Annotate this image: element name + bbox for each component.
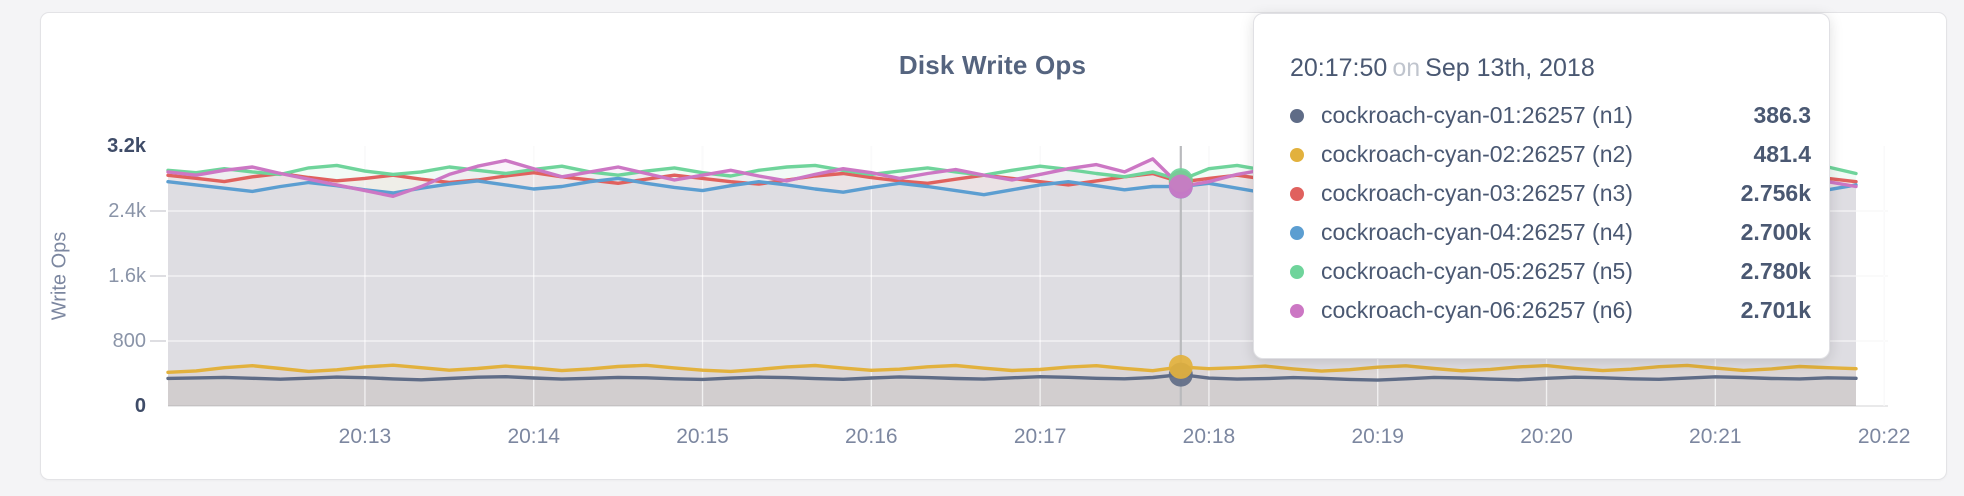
series-color-dot (1290, 186, 1304, 201)
x-tick-label: 20:17 (1014, 425, 1067, 448)
hover-dot-n2 (1168, 354, 1193, 379)
series-value: 386.3 (1753, 102, 1811, 128)
x-tick-label: 20:14 (507, 425, 560, 448)
series-value: 2.780k (1740, 258, 1811, 284)
tooltip-conjunction: on (1392, 54, 1421, 82)
series-color-dot (1290, 303, 1304, 318)
x-tick-label: 20:19 (1351, 425, 1404, 448)
y-axis-tick-labels: 0 800 1.6k 2.4k 3.2k (107, 135, 147, 417)
tooltip-row: cockroach-cyan-05:26257 (n5) 2.780k (1290, 252, 1811, 291)
hover-tooltip: 20:17:50 on Sep 13th, 2018 cockroach-cyan-… (1253, 13, 1830, 359)
series-color-dot (1290, 264, 1304, 279)
series-color-dot (1290, 108, 1304, 123)
chart-title: Disk Write Ops (898, 50, 1087, 80)
x-tick-label: 20:18 (1183, 425, 1236, 448)
x-tick-label: 20:21 (1689, 425, 1742, 448)
x-tick-label: 20:15 (676, 425, 729, 448)
hover-dot-n6 (1168, 174, 1193, 199)
x-axis-tick-labels: 20:13 20:14 20:15 20:16 20:17 20:18 20:19 20:20… (339, 425, 1911, 448)
y-tick-label: 800 (113, 330, 146, 352)
series-label: cockroach-cyan-06:26257 (n6) (1321, 297, 1633, 323)
x-tick-label: 20:16 (845, 425, 898, 448)
series-value: 2.701k (1740, 297, 1811, 323)
series-area-n2 (168, 365, 1856, 406)
series-value: 2.756k (1740, 180, 1811, 206)
y-tick-label: 2.4k (108, 200, 147, 222)
tooltip-header: 20:17:50 on Sep 13th, 2018 (1290, 54, 1811, 82)
tooltip-row: cockroach-cyan-04:26257 (n4) 2.700k (1290, 213, 1811, 252)
hover-dots (1168, 168, 1193, 387)
x-tick-label: 20:13 (339, 425, 392, 448)
tooltip-row: cockroach-cyan-03:26257 (n3) 2.756k (1290, 174, 1811, 213)
tooltip-date: Sep 13th, 2018 (1425, 54, 1595, 82)
tooltip-row: cockroach-cyan-02:26257 (n2) 481.4 (1290, 135, 1811, 174)
series-label: cockroach-cyan-04:26257 (n4) (1321, 219, 1633, 245)
series-line-n2[interactable] (166, 363, 1858, 374)
x-tick-label: 20:20 (1520, 425, 1573, 448)
series-color-dot (1290, 147, 1304, 162)
y-tick-label: 3.2k (107, 135, 147, 157)
series-label: cockroach-cyan-03:26257 (n3) (1321, 180, 1633, 206)
series-value: 481.4 (1753, 141, 1811, 167)
series-label: cockroach-cyan-05:26257 (n5) (1321, 258, 1633, 284)
x-tick-label: 20:22 (1858, 425, 1911, 448)
series-color-dot (1290, 225, 1304, 240)
series-label: cockroach-cyan-01:26257 (n1) (1321, 102, 1633, 128)
tooltip-row: cockroach-cyan-06:26257 (n6) 2.701k (1290, 291, 1811, 330)
y-tick-label: 0 (135, 395, 146, 417)
series-line-n1[interactable] (166, 372, 1858, 382)
tooltip-time: 20:17:50 (1290, 54, 1388, 82)
series-value: 2.700k (1740, 219, 1811, 245)
tooltip-row: cockroach-cyan-01:26257 (n1) 386.3 (1290, 96, 1811, 135)
series-label: cockroach-cyan-02:26257 (n2) (1321, 141, 1633, 167)
tooltip-rows: cockroach-cyan-01:26257 (n1) 386.3 cockr… (1290, 96, 1811, 330)
series-area-n1 (168, 374, 1856, 406)
y-tick-label: 1.6k (108, 265, 147, 287)
